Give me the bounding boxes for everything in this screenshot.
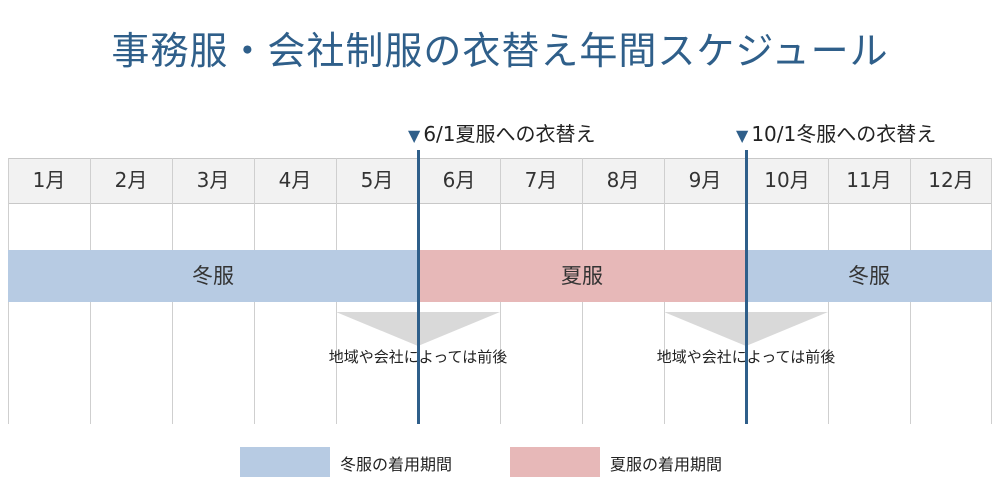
month-aug: 8月 bbox=[606, 168, 640, 192]
legend-summer-label: 夏服の着用期間 bbox=[610, 455, 723, 474]
page-title: 事務服・会社制服の衣替え年間スケジュール bbox=[111, 29, 889, 73]
summer-change-line bbox=[417, 150, 420, 424]
month-dec: 12月 bbox=[928, 168, 974, 192]
summer-change-marker: ▼ 6/1夏服への衣替え bbox=[408, 118, 596, 147]
summer-change-label: 6/1夏服への衣替え bbox=[423, 122, 596, 146]
legend-winter-label: 冬服の着用期間 bbox=[340, 455, 453, 474]
triangle-down-icon: ▼ bbox=[408, 126, 421, 145]
month-jul: 7月 bbox=[524, 168, 558, 192]
month-sep: 9月 bbox=[688, 168, 722, 192]
summer-period-bar: 夏服 bbox=[418, 250, 746, 302]
month-oct: 10月 bbox=[764, 168, 810, 192]
winter-change-label: 10/1冬服への衣替え bbox=[751, 122, 937, 146]
month-feb: 2月 bbox=[114, 168, 148, 192]
winter-period-bar-second: 冬服 bbox=[746, 250, 992, 302]
month-jan: 1月 bbox=[32, 168, 66, 192]
month-jun: 6月 bbox=[442, 168, 476, 192]
winter-change-line bbox=[745, 150, 748, 424]
month-nov: 11月 bbox=[846, 168, 892, 192]
month-apr: 4月 bbox=[278, 168, 312, 192]
winter-change-marker: ▼ 10/1冬服への衣替え bbox=[736, 118, 936, 147]
winter-period-bar: 冬服 bbox=[8, 250, 418, 302]
legend-summer-swatch bbox=[510, 447, 600, 477]
triangle-down-icon: ▼ bbox=[736, 126, 749, 145]
month-may: 5月 bbox=[360, 168, 394, 192]
legend-winter-swatch bbox=[240, 447, 330, 477]
month-mar: 3月 bbox=[196, 168, 230, 192]
